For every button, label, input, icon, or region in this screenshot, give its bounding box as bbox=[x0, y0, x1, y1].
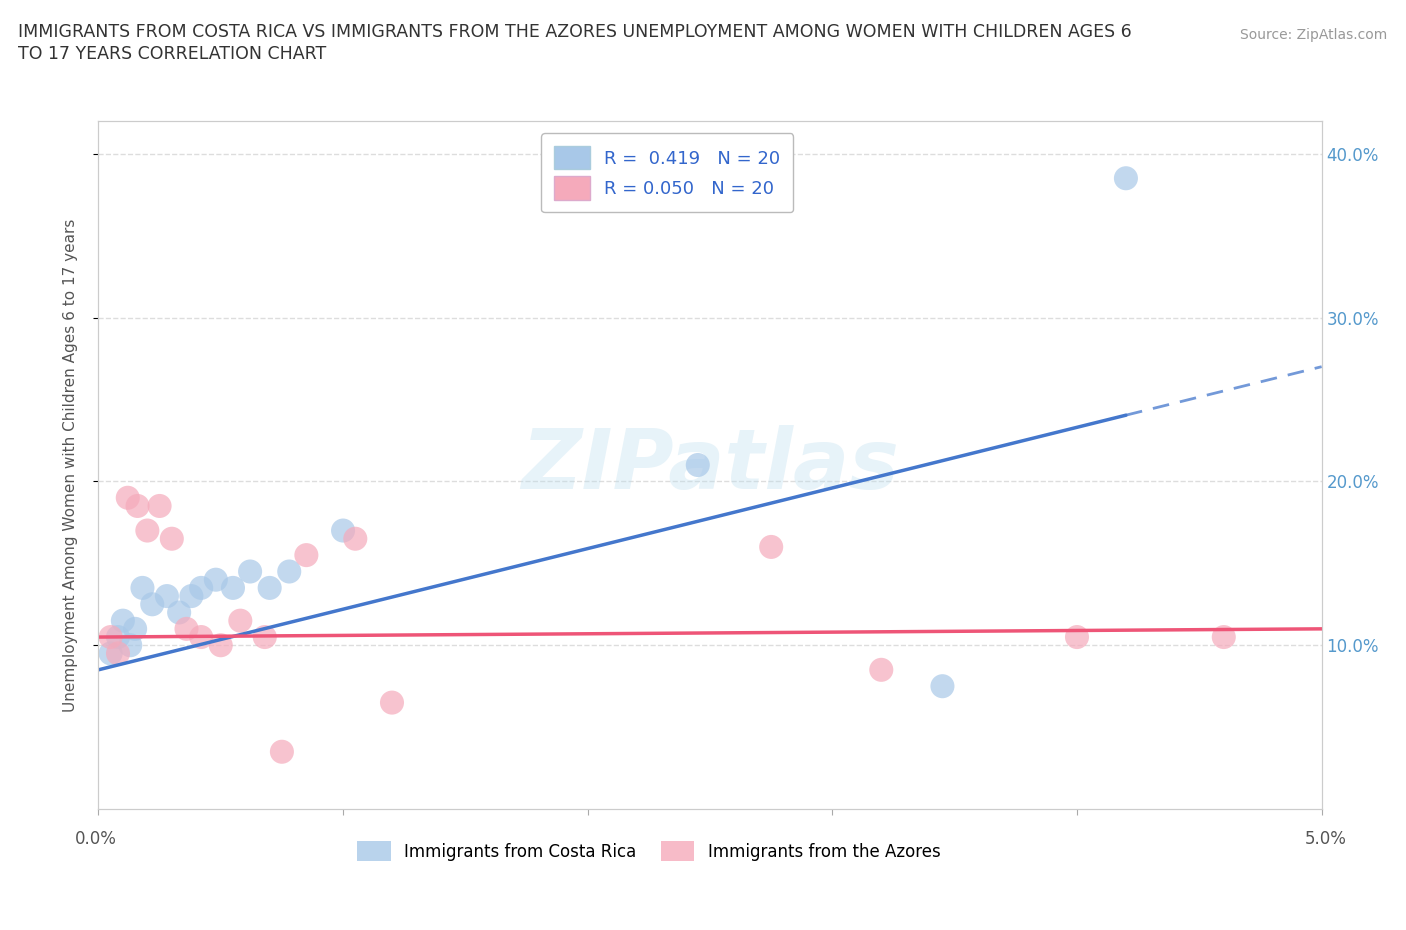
Text: ZIPatlas: ZIPatlas bbox=[522, 424, 898, 506]
Point bbox=[176, 621, 198, 636]
Point bbox=[127, 498, 149, 513]
Point bbox=[1115, 171, 1137, 186]
Point bbox=[190, 580, 212, 595]
Point bbox=[190, 630, 212, 644]
Text: Source: ZipAtlas.com: Source: ZipAtlas.com bbox=[1240, 28, 1388, 42]
Point bbox=[156, 589, 179, 604]
Text: 5.0%: 5.0% bbox=[1305, 830, 1347, 848]
Point bbox=[167, 605, 190, 620]
Point bbox=[259, 580, 281, 595]
Point bbox=[344, 531, 367, 546]
Y-axis label: Unemployment Among Women with Children Ages 6 to 17 years: Unemployment Among Women with Children A… bbox=[63, 219, 77, 711]
Point bbox=[111, 613, 134, 628]
Point bbox=[239, 565, 262, 579]
Point bbox=[100, 630, 122, 644]
Point bbox=[131, 580, 153, 595]
Point bbox=[1212, 630, 1234, 644]
Point bbox=[100, 646, 122, 661]
Point bbox=[870, 662, 893, 677]
Point bbox=[1066, 630, 1088, 644]
Point bbox=[278, 565, 301, 579]
Point bbox=[160, 531, 183, 546]
Point bbox=[205, 572, 228, 587]
Point bbox=[124, 621, 146, 636]
Point bbox=[107, 646, 129, 661]
Point bbox=[180, 589, 202, 604]
Point bbox=[209, 638, 232, 653]
Point bbox=[120, 638, 142, 653]
Text: IMMIGRANTS FROM COSTA RICA VS IMMIGRANTS FROM THE AZORES UNEMPLOYMENT AMONG WOME: IMMIGRANTS FROM COSTA RICA VS IMMIGRANTS… bbox=[18, 23, 1132, 41]
Point bbox=[149, 498, 172, 513]
Point bbox=[761, 539, 783, 554]
Text: 0.0%: 0.0% bbox=[75, 830, 117, 848]
Point bbox=[270, 744, 294, 759]
Point bbox=[117, 490, 139, 505]
Point bbox=[222, 580, 245, 595]
Point bbox=[295, 548, 318, 563]
Point bbox=[381, 695, 404, 710]
Legend: Immigrants from Costa Rica, Immigrants from the Azores: Immigrants from Costa Rica, Immigrants f… bbox=[349, 832, 949, 870]
Point bbox=[332, 523, 354, 538]
Point bbox=[229, 613, 252, 628]
Point bbox=[253, 630, 276, 644]
Point bbox=[931, 679, 953, 694]
Point bbox=[686, 458, 709, 472]
Point bbox=[107, 630, 129, 644]
Text: TO 17 YEARS CORRELATION CHART: TO 17 YEARS CORRELATION CHART bbox=[18, 45, 326, 62]
Point bbox=[141, 597, 163, 612]
Point bbox=[136, 523, 159, 538]
